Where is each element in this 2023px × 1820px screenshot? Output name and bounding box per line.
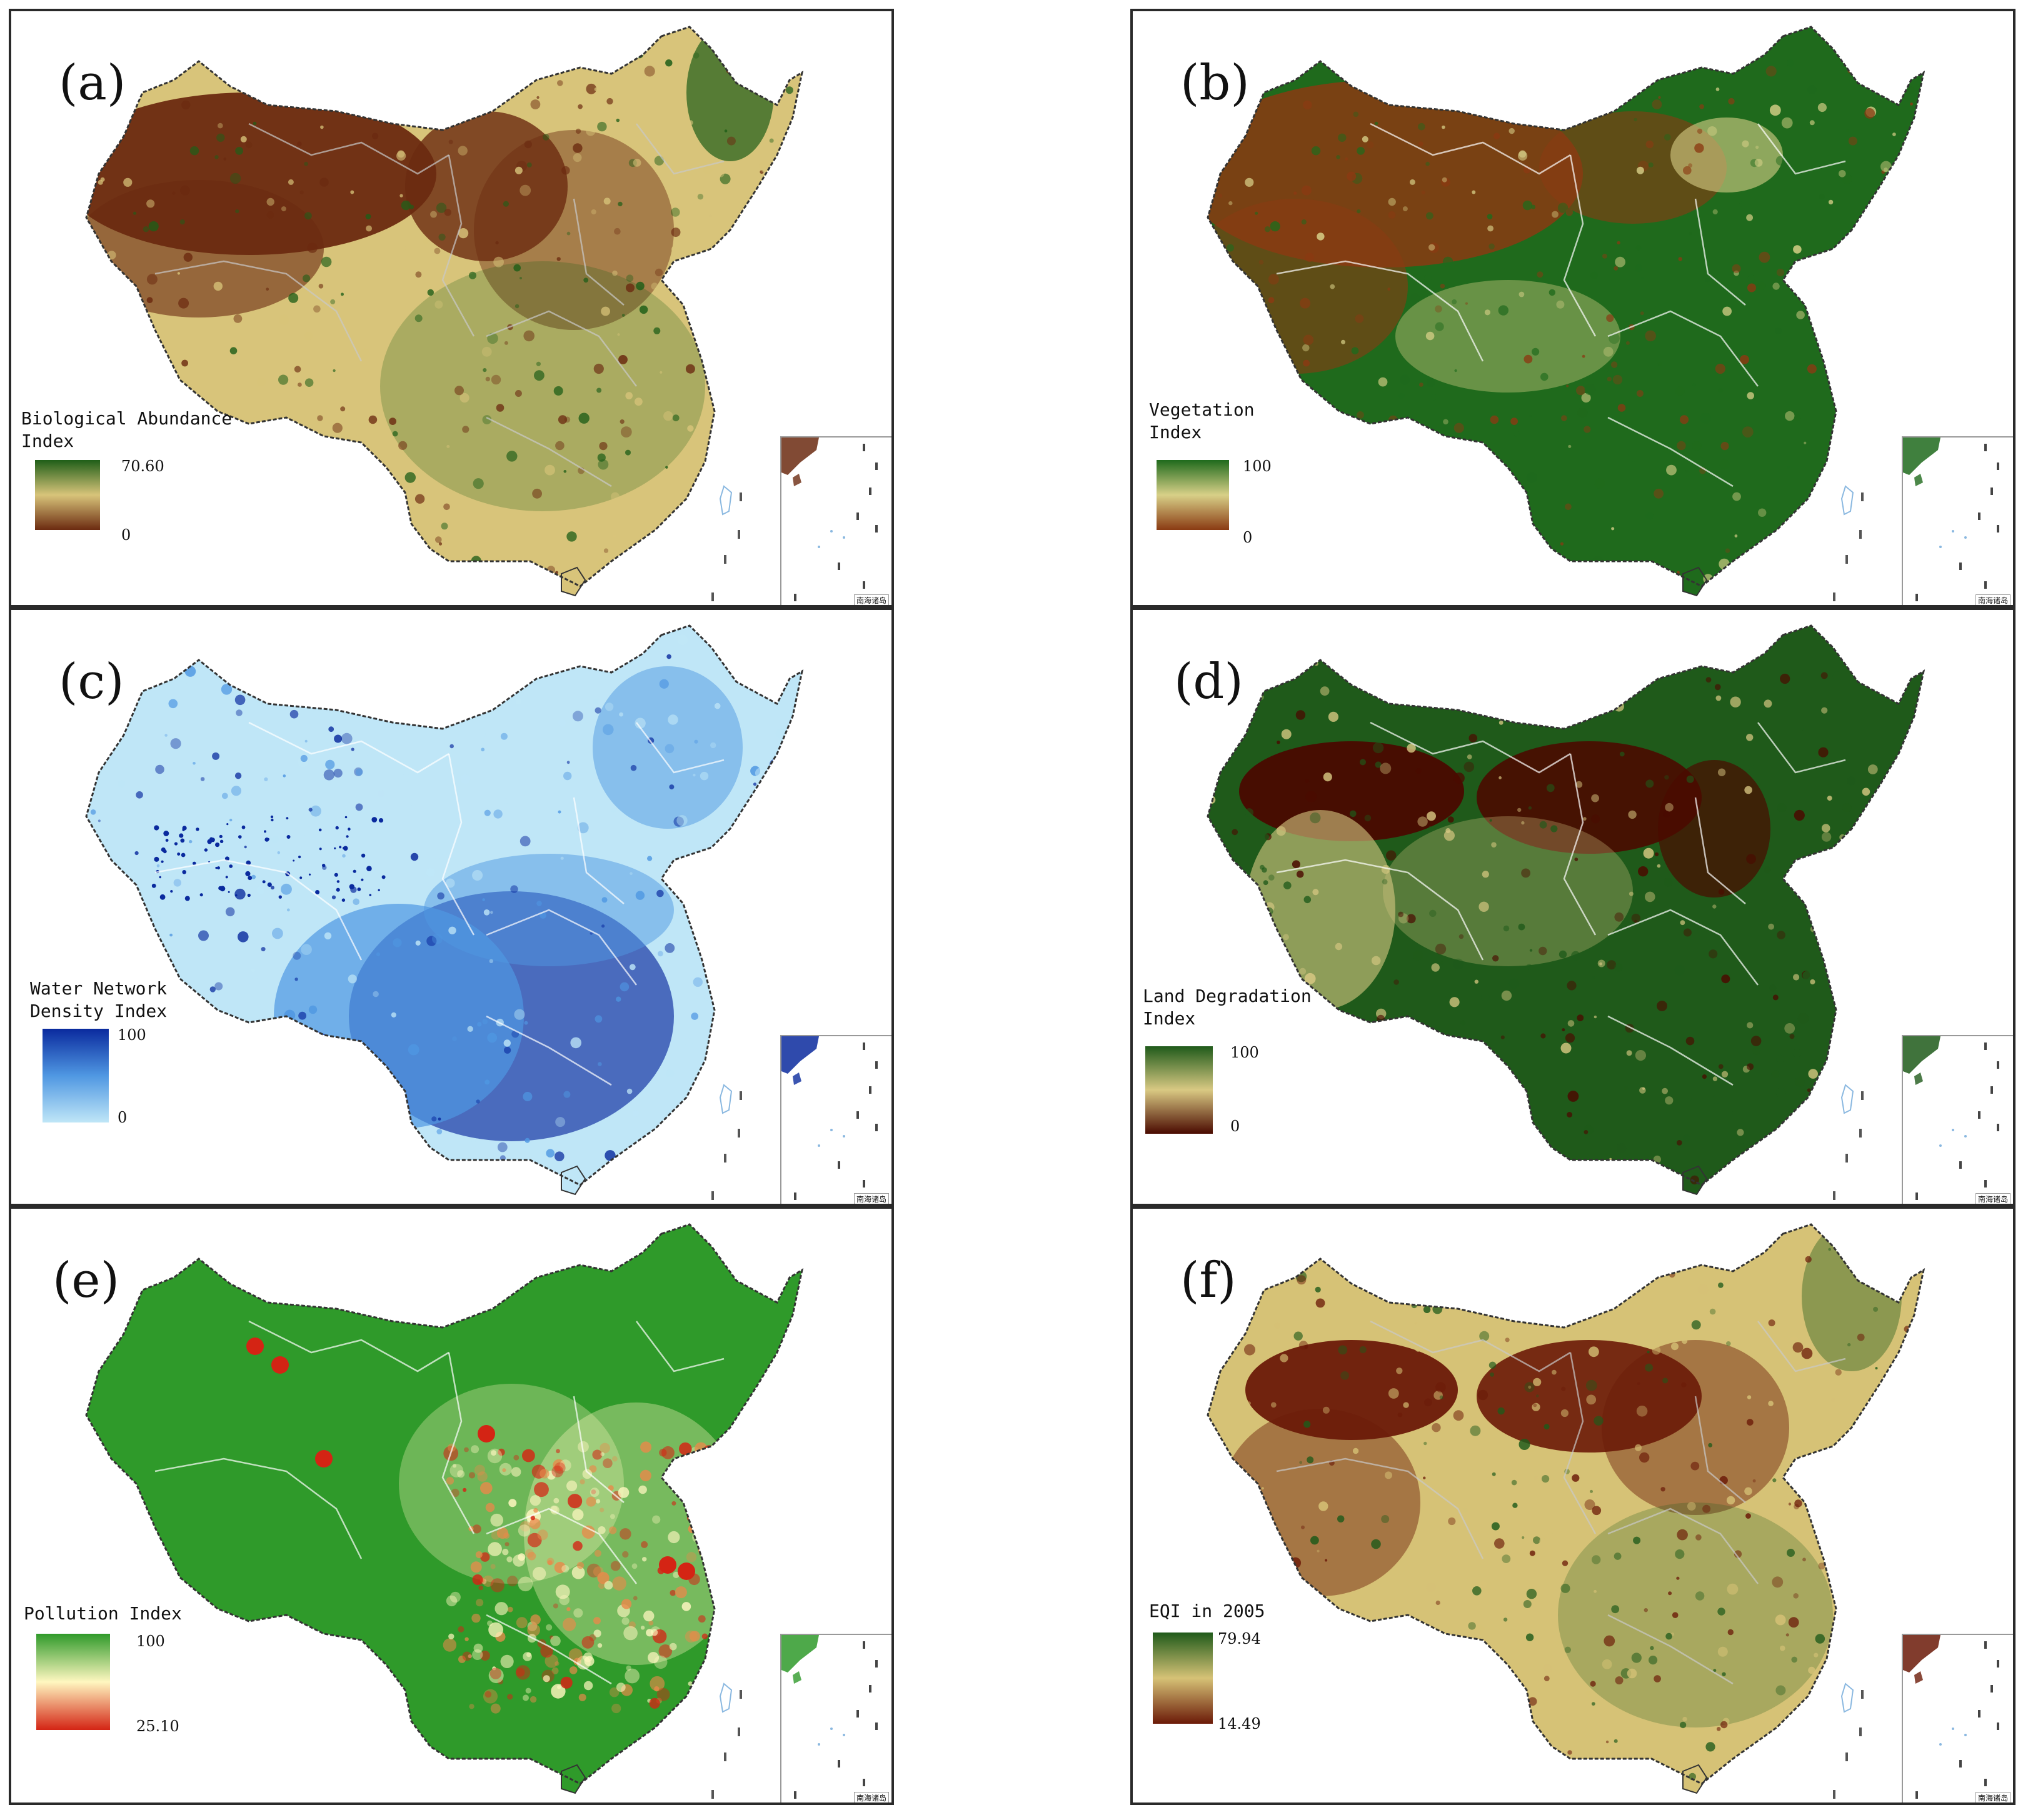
map-panel-d: (d) Land Degradation Index 100 0 南海诸岛	[1130, 608, 2015, 1206]
south-china-sea-inset-d: 南海诸岛	[1902, 1035, 2013, 1204]
panel-label-c: (c)	[59, 654, 124, 710]
south-china-sea-inset-c: 南海诸岛	[780, 1035, 891, 1204]
legend-min-c: 0	[118, 1109, 128, 1126]
legend-min-e: 25.10	[136, 1718, 179, 1735]
legend-d: Land Degradation Index 100 0	[1143, 985, 1312, 1135]
legend-max-d: 100	[1230, 1044, 1259, 1061]
inset-caption-c: 南海诸岛	[853, 1193, 889, 1204]
legend-min-f: 14.49	[1218, 1715, 1261, 1732]
legend-colorbar-c	[43, 1029, 109, 1122]
inset-caption-d: 南海诸岛	[1975, 1193, 2010, 1204]
legend-min-a: 0	[121, 526, 131, 544]
legend-title-d: Land Degradation Index	[1143, 986, 1312, 1029]
legend-title-f: EQI in 2005	[1149, 1601, 1265, 1621]
china-map-b	[1207, 26, 1925, 601]
south-china-sea-inset-b: 南海诸岛	[1902, 436, 2013, 605]
legend-title-c: Water Network Density Index	[30, 978, 168, 1021]
china-map-c	[85, 624, 804, 1200]
legend-colorbar-d	[1145, 1046, 1213, 1134]
inset-caption-b: 南海诸岛	[1975, 594, 2010, 605]
map-panel-f: (f) EQI in 2005 79.94 14.49 南海诸岛	[1130, 1206, 2015, 1805]
legend-max-b: 100	[1243, 458, 1272, 475]
legend-max-a: 70.60	[121, 458, 164, 475]
panel-label-f: (f)	[1180, 1252, 1237, 1309]
legend-min-b: 0	[1243, 529, 1253, 546]
inset-caption-f: 南海诸岛	[1975, 1792, 2010, 1802]
legend-title-b: Vegetation Index	[1149, 399, 1255, 442]
inset-caption-e: 南海诸岛	[853, 1792, 889, 1802]
south-china-sea-inset-a: 南海诸岛	[780, 436, 891, 605]
map-panel-e: (e) Pollution Index 100 25.10 南海诸岛	[9, 1206, 894, 1805]
legend-colorbar-e	[36, 1634, 110, 1730]
south-china-sea-inset-e: 南海诸岛	[780, 1634, 891, 1802]
legend-colorbar-a	[35, 460, 100, 530]
panel-label-e: (e)	[53, 1252, 120, 1309]
legend-title-a: Biological Abundance Index	[21, 408, 233, 451]
china-map-f	[1207, 1223, 1925, 1799]
panel-label-b: (b)	[1180, 55, 1250, 111]
legend-max-e: 100	[136, 1632, 165, 1650]
legend-c: Water Network Density Index 100 0	[30, 978, 168, 1126]
legend-colorbar-b	[1157, 460, 1229, 530]
legend-max-c: 100	[118, 1026, 146, 1044]
legend-b: Vegetation Index 100 0	[1149, 399, 1272, 546]
map-panel-c: (c) Water Network Density Index 100 0 南海…	[9, 608, 894, 1206]
inset-caption-a: 南海诸岛	[853, 594, 889, 605]
map-panel-b: (b) Vegetation Index 100 0 南海诸岛	[1130, 9, 2015, 608]
legend-max-f: 79.94	[1218, 1630, 1261, 1648]
panel-label-a: (a)	[59, 55, 126, 111]
china-map-d	[1207, 624, 1925, 1200]
map-panel-a: (a) Biological Abundance Index 70.60 0 南…	[9, 9, 894, 608]
south-china-sea-inset-f: 南海诸岛	[1902, 1634, 2013, 1802]
legend-title-e: Pollution Index	[24, 1603, 182, 1624]
legend-colorbar-f	[1153, 1632, 1213, 1724]
china-map-e	[85, 1223, 804, 1799]
legend-f: EQI in 2005 79.94 14.49	[1149, 1600, 1265, 1732]
legend-a: Biological Abundance Index 70.60 0	[21, 408, 233, 544]
legend-min-d: 0	[1230, 1118, 1240, 1135]
legend-e: Pollution Index 100 25.10	[24, 1602, 182, 1735]
china-map-a	[85, 26, 804, 601]
panel-label-d: (d)	[1174, 654, 1243, 710]
